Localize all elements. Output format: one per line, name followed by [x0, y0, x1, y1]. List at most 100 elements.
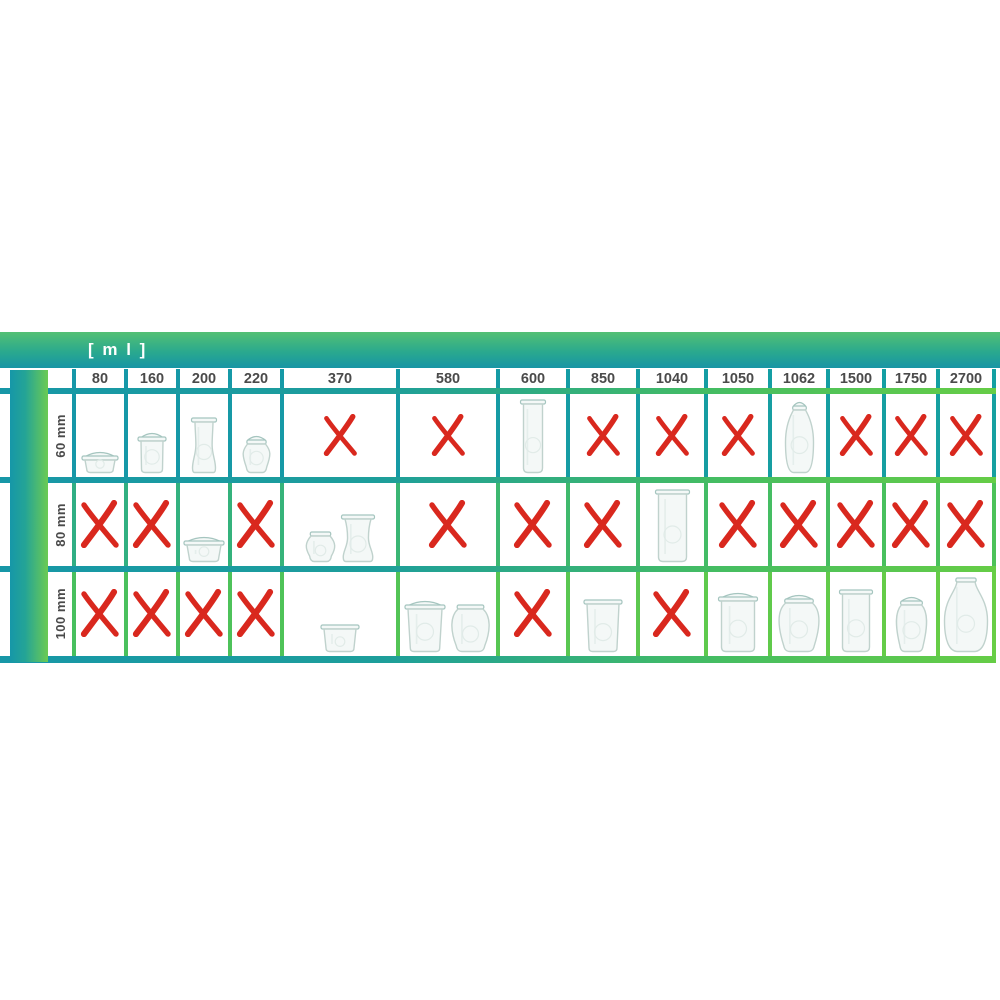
cell-60mm-1750ml [886, 394, 936, 477]
column-header-2700ml: 2700 [940, 369, 992, 388]
column-header-160ml: 160 [128, 369, 176, 388]
tulip-jar-icon [778, 594, 820, 653]
cell-100mm-600ml [500, 572, 566, 656]
cell-60mm-580ml [400, 394, 496, 477]
red-x-icon [583, 499, 622, 548]
red-x-icon [236, 589, 275, 637]
red-x-icon [721, 413, 755, 456]
cell-100mm-1750ml [886, 572, 936, 656]
cell-80mm-220ml [232, 483, 280, 566]
cell-100mm-220ml [232, 572, 280, 656]
red-x-icon [184, 589, 223, 637]
red-x-icon [586, 413, 620, 456]
cylinder-jar-icon [717, 592, 759, 653]
cell-80mm-850ml [570, 483, 636, 566]
table-row-100mm: 100 mm [48, 572, 996, 656]
cell-80mm-160ml [128, 483, 176, 566]
cell-60mm-1040ml [640, 394, 704, 477]
column-header-220ml: 220 [232, 369, 280, 388]
header-corner [48, 369, 72, 388]
cell-100mm-160ml [128, 572, 176, 656]
cell-100mm-80ml [76, 572, 124, 656]
red-x-icon [428, 499, 467, 548]
column-header-1062ml: 1062 [772, 369, 826, 388]
red-x-icon [513, 589, 552, 637]
cell-100mm-1050ml [708, 572, 768, 656]
mold-jar-icon [404, 600, 446, 653]
size-table: 80 160 200 220 370 580 600 850 1040 1050 1062 1500 1… [0, 368, 1000, 668]
red-x-icon [718, 499, 757, 548]
cell-80mm-80ml [76, 483, 124, 566]
tulip-jar-icon [451, 604, 490, 653]
column-header-row: 80 160 200 220 370 580 600 850 1040 1050 1062 1500 1… [48, 369, 996, 388]
table-row-80mm: 80 mm [48, 483, 996, 566]
column-header-1050ml: 1050 [708, 369, 768, 388]
grid-hline [0, 477, 996, 483]
grid-hline [0, 566, 996, 572]
cylinder-jar-icon [654, 489, 690, 563]
red-x-icon [513, 499, 552, 548]
row-label: 60 mm [48, 394, 72, 477]
column-header-200ml: 200 [180, 369, 228, 388]
column-header-850ml: 850 [570, 369, 636, 388]
column-header-370ml: 370 [284, 369, 396, 388]
cell-100mm-1062ml [772, 572, 826, 656]
red-x-icon [894, 413, 928, 456]
red-x-icon [839, 413, 873, 456]
column-header-80ml: 80 [76, 369, 124, 388]
row-label-text: 100 mm [52, 588, 68, 640]
row-label: 80 mm [48, 483, 72, 566]
mold-jar-icon [320, 624, 360, 653]
red-x-icon [80, 499, 119, 548]
mold-jar-icon [81, 451, 119, 474]
column-header-1500ml: 1500 [830, 369, 882, 388]
diameter-sidebar [10, 370, 48, 662]
column-header-1040ml: 1040 [640, 369, 704, 388]
ml-header-bar: [ m l ] [0, 332, 1000, 368]
row-label-text: 80 mm [52, 502, 68, 547]
grid-hline [0, 388, 996, 394]
table-row-60mm: 60 mm [48, 394, 996, 477]
hourglass-jar-icon [340, 514, 376, 563]
cell-100mm-1040ml [640, 572, 704, 656]
cylinder-jar-icon [838, 589, 874, 653]
cell-80mm-370ml [284, 483, 396, 566]
mold-jar-icon [183, 536, 225, 563]
cell-80mm-580ml [400, 483, 496, 566]
cell-60mm-220ml [232, 394, 280, 477]
cell-100mm-200ml [180, 572, 228, 656]
cell-80mm-600ml [500, 483, 566, 566]
column-header-580ml: 580 [400, 369, 496, 388]
cell-80mm-1050ml [708, 483, 768, 566]
unit-label: [ m l ] [88, 340, 148, 359]
cell-60mm-1062ml [772, 394, 826, 477]
cell-60mm-850ml [570, 394, 636, 477]
cell-100mm-850ml [570, 572, 636, 656]
red-x-icon [323, 413, 357, 456]
hourglass-jar-icon [190, 417, 218, 474]
cell-60mm-80ml [76, 394, 124, 477]
tulip-jar-icon [241, 435, 271, 474]
carafe-jar-icon [784, 401, 814, 474]
cell-100mm-370ml [284, 572, 396, 656]
cell-60mm-1050ml [708, 394, 768, 477]
column-header-600ml: 600 [500, 369, 566, 388]
carafe-jar-icon [943, 577, 989, 653]
row-label: 100 mm [48, 572, 72, 656]
red-x-icon [431, 413, 465, 456]
red-x-icon [836, 499, 875, 548]
red-x-icon [779, 499, 818, 548]
cell-100mm-2700ml [940, 572, 992, 656]
red-x-icon [132, 589, 171, 637]
red-x-icon [132, 499, 171, 548]
cell-60mm-160ml [128, 394, 176, 477]
cylinder-jar-icon [519, 399, 547, 474]
mold-jar-icon [137, 432, 167, 474]
row-label-text: 60 mm [52, 413, 68, 458]
cell-80mm-2700ml [940, 483, 992, 566]
red-x-icon [949, 413, 983, 456]
cell-60mm-1500ml [830, 394, 882, 477]
mold-jar-icon [583, 599, 623, 653]
cell-100mm-1500ml [830, 572, 882, 656]
